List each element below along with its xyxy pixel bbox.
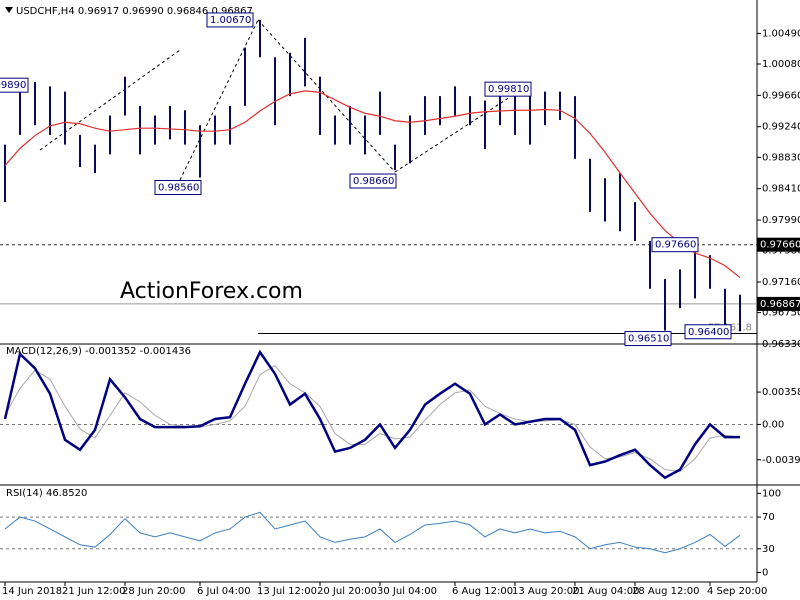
pivot-annotation: 0.96400 [684,324,732,340]
chart-title: USDCHF,H4 0.96917 0.96990 0.96846 0.9686… [16,6,253,17]
pivot-annotation: 0.98660 [349,173,397,189]
x-tick-label: 4 Sep 20:00 [707,586,767,597]
annotation-box [624,331,672,347]
annotation-box [0,77,29,93]
trend-line [394,83,531,173]
x-tick-label: 21 Jun 12:00 [62,586,126,597]
annotation-box [349,173,397,189]
x-tick-label: 30 Jul 04:00 [377,586,437,597]
pivot-annotation: 0.99890 [0,77,29,93]
y-tick-label: 30 [762,544,775,555]
x-tick-label: 14 Jun 2018 [2,586,62,597]
trend-line [39,49,181,151]
annotation-box [651,237,699,253]
x-tick-label: 21 Aug 04:00 [572,586,639,597]
level-label-box [757,296,800,311]
y-tick-label: 0.96330 [762,339,800,350]
x-tick-label: 6 Aug 12:00 [452,586,513,597]
x-tick-label: 28 Jun 20:00 [122,586,186,597]
y-tick-label: 1.00490 [762,28,800,39]
annotation-label: 0.99890 [0,80,26,91]
annotation-label: 1.00670 [210,15,251,26]
y-tick-label: 70 [762,512,775,523]
annotation-label: 0.96510 [628,334,669,345]
y-tick-label: 0.00 [762,419,784,430]
annotation-label: 0.98660 [353,176,394,187]
y-tick-label: -0.003908 [762,455,800,466]
y-tick-label: 0.00358 [762,387,800,398]
annotation-box [484,81,532,97]
x-tick-label: 13 Jul 12:00 [257,586,317,597]
menu-icon [5,7,13,13]
y-tick-label: 0.97160 [762,277,800,288]
annotation-label: 0.98560 [158,182,199,193]
annotation-box [154,179,202,195]
annotation-label: 0.97660 [655,240,696,251]
y-tick-label: 100 [762,488,781,499]
annotation-box [684,324,732,340]
y-tick-label: 0.97990 [762,215,800,226]
pivot-annotation: 0.98560 [154,179,202,195]
pivot-annotation: 0.99810 [484,81,532,97]
annotation-label: 0.96400 [688,327,729,338]
panel-title: MACD(12,26,9) -0.001352 -0.001436 [6,346,191,357]
pivot-annotation: 0.96510 [624,331,672,347]
y-tick-label: 0 [762,568,768,579]
pivot-annotation: 1.00670 [206,12,254,28]
pivot-annotation: 0.97660 [651,237,699,253]
indicator-line [3,349,740,480]
indicator-line [4,511,741,554]
level-label: 0.97660 [760,240,800,251]
annotation-label: 0.99810 [488,84,529,95]
x-tick-label: 6 Jul 04:00 [197,586,251,597]
y-tick-label: 0.99660 [762,90,800,101]
panel-title: RSI(14) 46.8520 [6,488,87,499]
x-tick-label: 28 Aug 12:00 [632,586,699,597]
y-tick-label: 0.96750 [762,308,800,319]
y-tick-label: 0.98830 [762,152,800,163]
moving-average [4,90,741,279]
y-tick-label: 1.00080 [762,59,800,70]
level-label-box [757,237,800,252]
x-tick-label: 20 Jul 20:00 [317,586,377,597]
annotation-box [206,12,254,28]
y-tick-label: 0.99240 [762,122,800,133]
x-tick-label: 13 Aug 20:00 [512,586,579,597]
y-tick-label: 0.98410 [762,184,800,195]
watermark: ActionForex.com [120,279,303,304]
level-label: 0.96867 [760,299,800,310]
